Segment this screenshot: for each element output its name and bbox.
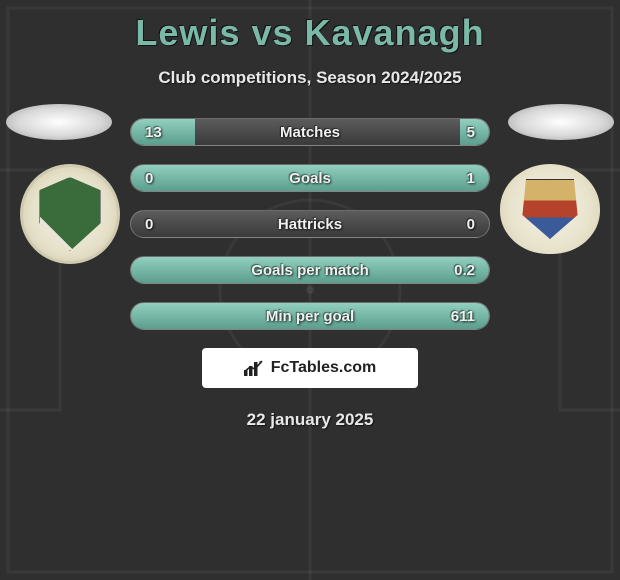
stat-label: Matches [171,124,449,141]
stat-label: Goals per match [171,262,449,279]
stat-right-value: 5 [449,124,475,141]
stat-label: Hattricks [171,216,449,233]
stat-row-goals: 0Goals1 [130,164,490,192]
stat-row-min_per_goal: Min per goal611 [130,302,490,330]
stat-right-value: 0 [449,216,475,233]
stat-row-matches: 13Matches5 [130,118,490,146]
right-team-crest [500,164,600,254]
page-title: Lewis vs Kavanagh [0,12,620,54]
brand-badge[interactable]: FcTables.com [202,348,418,388]
comparison-area: 13Matches50Goals10Hattricks0Goals per ma… [0,118,620,330]
stat-left-value: 13 [145,124,171,141]
stats-rows: 13Matches50Goals10Hattricks0Goals per ma… [110,118,510,330]
stat-right-value: 0.2 [449,262,475,279]
brand-text: FcTables.com [271,359,377,377]
right-player-photo [508,104,614,140]
stat-label: Goals [171,170,449,187]
stat-left-value: 0 [145,170,171,187]
stat-right-value: 1 [449,170,475,187]
stat-label: Min per goal [171,308,449,325]
left-player-photo [6,104,112,140]
date-text: 22 january 2025 [0,410,620,430]
stat-row-goals_per_match: Goals per match0.2 [130,256,490,284]
subtitle: Club competitions, Season 2024/2025 [0,68,620,88]
stat-left-value: 0 [145,216,171,233]
bar-chart-icon [244,360,264,376]
stat-row-hattricks: 0Hattricks0 [130,210,490,238]
left-team-crest [20,164,120,264]
stat-right-value: 611 [449,308,475,325]
